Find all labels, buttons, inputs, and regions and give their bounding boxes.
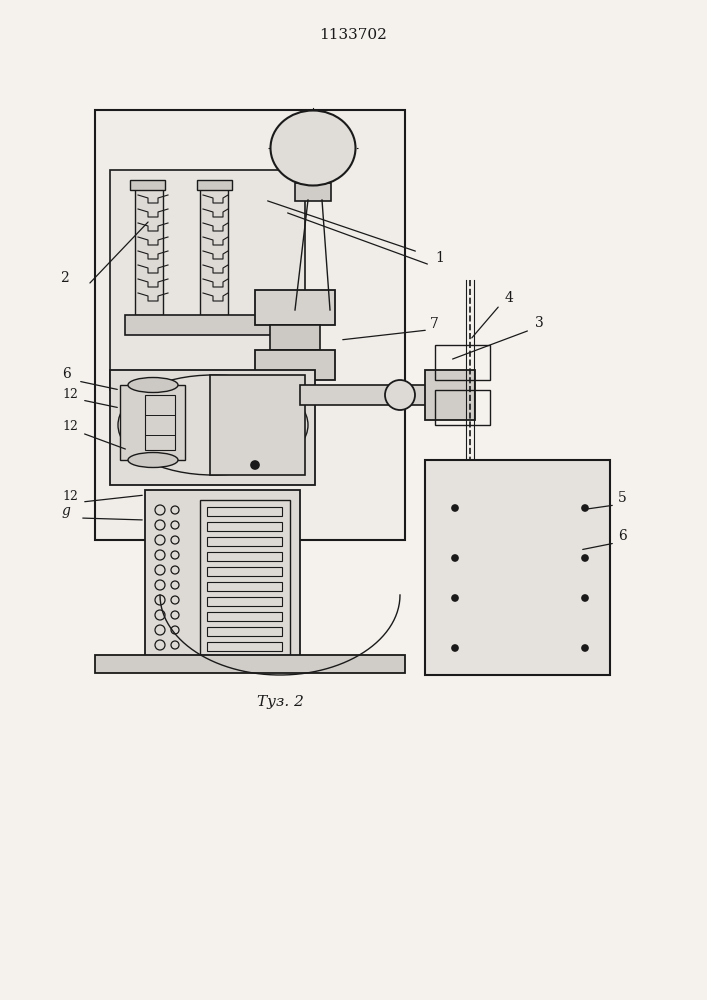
Bar <box>255 350 335 380</box>
Bar <box>110 370 315 485</box>
Bar <box>207 552 282 561</box>
Ellipse shape <box>128 377 178 392</box>
Bar <box>207 627 282 636</box>
Bar <box>470 510 565 555</box>
Bar <box>430 585 605 670</box>
Bar <box>125 315 300 335</box>
Bar <box>435 345 490 380</box>
Text: 5: 5 <box>618 491 626 505</box>
Bar <box>207 612 282 621</box>
Ellipse shape <box>128 452 178 468</box>
Bar <box>255 290 335 325</box>
Bar <box>207 537 282 546</box>
Circle shape <box>452 595 458 601</box>
Text: 12: 12 <box>62 420 78 433</box>
Bar <box>130 180 165 190</box>
Bar <box>200 500 290 655</box>
Text: 6: 6 <box>618 529 626 543</box>
Text: 12: 12 <box>62 388 78 401</box>
Bar <box>207 642 282 651</box>
Text: Τуз. 2: Τуз. 2 <box>257 695 303 709</box>
Bar <box>207 507 282 516</box>
Circle shape <box>582 555 588 561</box>
Bar <box>425 370 475 420</box>
Circle shape <box>385 380 415 410</box>
Bar <box>295 183 331 201</box>
Text: 1: 1 <box>435 251 444 265</box>
Bar <box>207 582 282 591</box>
Text: 7: 7 <box>430 317 439 331</box>
Bar <box>200 185 228 315</box>
Bar <box>95 655 405 673</box>
Circle shape <box>452 505 458 511</box>
Bar <box>135 185 163 315</box>
Bar <box>270 325 320 350</box>
Bar <box>197 180 232 190</box>
Circle shape <box>582 645 588 651</box>
Bar <box>207 522 282 531</box>
Text: 3: 3 <box>535 316 544 330</box>
Bar <box>425 460 610 675</box>
Bar <box>145 490 300 665</box>
Bar <box>430 490 605 575</box>
Bar <box>110 170 305 390</box>
Circle shape <box>452 645 458 651</box>
Text: 2: 2 <box>60 271 69 285</box>
Bar <box>120 385 185 460</box>
Text: g: g <box>62 504 71 518</box>
Circle shape <box>582 505 588 511</box>
Bar <box>210 375 305 475</box>
Text: 1133702: 1133702 <box>319 28 387 42</box>
Ellipse shape <box>271 110 356 186</box>
Bar <box>435 390 490 425</box>
Bar <box>300 385 430 405</box>
Circle shape <box>452 555 458 561</box>
Bar <box>207 597 282 606</box>
Text: 12: 12 <box>62 490 78 503</box>
Bar <box>470 605 565 650</box>
Bar <box>145 395 175 450</box>
Circle shape <box>582 595 588 601</box>
Text: 4: 4 <box>505 291 514 305</box>
Circle shape <box>251 461 259 469</box>
Bar <box>445 595 590 660</box>
Bar <box>207 567 282 576</box>
Bar <box>95 110 405 540</box>
Bar <box>445 500 590 565</box>
Text: 6: 6 <box>62 367 71 381</box>
